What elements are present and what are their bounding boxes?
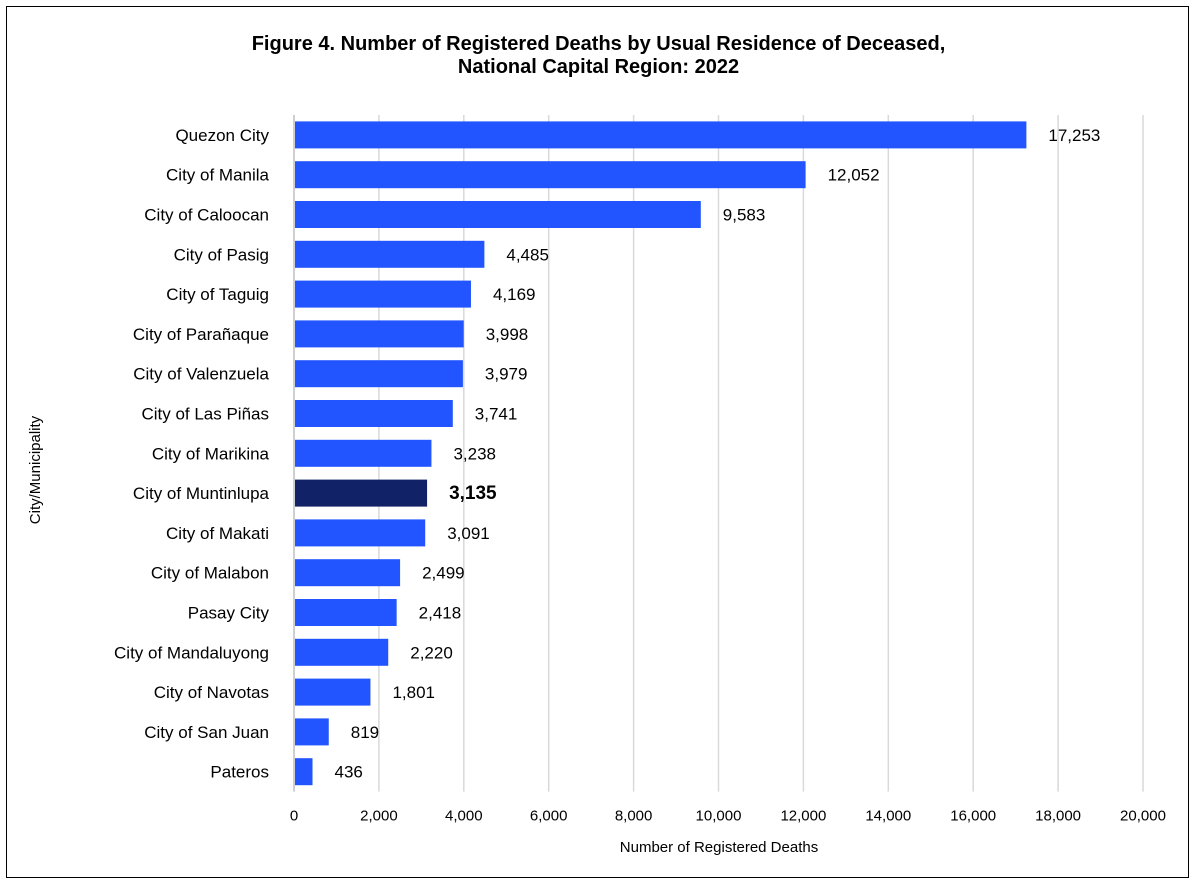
data-label: 2,220 <box>410 643 453 662</box>
category-labels: Quezon City City of Manila City of Calooca… <box>114 126 270 782</box>
x-tick-label: 14,000 <box>865 808 911 825</box>
data-label: 3,091 <box>447 524 490 543</box>
category-label: City of Muntinlupa <box>133 484 270 503</box>
y-axis-title: City/Municipality <box>27 415 44 524</box>
chart-title-line-1: Figure 4. Number of Registered Deaths by… <box>251 33 946 55</box>
x-tick-label: 18,000 <box>1035 808 1081 825</box>
data-label: 4,485 <box>506 245 549 264</box>
x-tick-label: 16,000 <box>950 808 996 825</box>
category-label: City of Marikina <box>152 444 270 463</box>
bar <box>295 678 371 706</box>
data-labels: 17,253 12,052 9,583 4,485 4,169 3,998 3,979 3,7… <box>335 126 1101 782</box>
x-tick-label: 4,000 <box>445 808 483 825</box>
category-label: City of Parañaque <box>133 325 269 344</box>
bar <box>295 280 471 308</box>
bars <box>295 121 1027 786</box>
category-label: City of Valenzuela <box>133 365 269 384</box>
data-label: 2,499 <box>422 564 465 583</box>
x-tick-label: 8,000 <box>615 808 653 825</box>
data-label: 3,741 <box>475 405 518 424</box>
category-label: City of Pasig <box>174 245 269 264</box>
bar <box>295 161 806 189</box>
gridlines <box>293 115 1144 792</box>
data-label: 4,169 <box>493 285 536 304</box>
chart-title-line-2: National Capital Region: 2022 <box>457 56 740 78</box>
x-tick-label: 6,000 <box>530 808 568 825</box>
category-label: City of Manila <box>166 166 270 185</box>
bar <box>295 320 464 348</box>
bar <box>295 400 453 427</box>
x-axis-title: Number of Registered Deaths <box>620 839 818 856</box>
data-label: 3,135 <box>449 483 497 504</box>
data-label: 3,979 <box>485 365 528 384</box>
bar <box>295 121 1027 149</box>
category-label: City of Malabon <box>151 564 269 583</box>
category-label: Pateros <box>210 763 269 782</box>
x-tick-label: 12,000 <box>780 808 826 825</box>
x-tick-label: 2,000 <box>360 808 398 825</box>
bar <box>295 479 428 507</box>
bar <box>295 360 463 388</box>
data-label: 436 <box>335 763 363 782</box>
data-label: 3,998 <box>486 325 529 344</box>
bar <box>295 599 397 626</box>
bar <box>295 240 485 268</box>
data-label: 12,052 <box>828 166 880 185</box>
category-label: City of San Juan <box>144 723 269 742</box>
bar <box>295 559 401 587</box>
chart-frame <box>6 6 1189 878</box>
bar <box>295 638 389 666</box>
data-label: 819 <box>351 723 379 742</box>
bar <box>295 519 426 547</box>
category-label: City of Makati <box>166 524 269 543</box>
category-label: City of Navotas <box>154 683 269 702</box>
category-label: Pasay City <box>188 604 270 623</box>
x-tick-label: 10,000 <box>696 808 742 825</box>
data-label: 2,418 <box>419 604 462 623</box>
category-label: City of Caloocan <box>144 206 269 225</box>
data-label: 17,253 <box>1048 126 1100 145</box>
chart-title: Figure 4. Number of Registered Deaths by… <box>0 33 1197 79</box>
x-tick-labels: 0 2,000 4,000 6,000 8,000 10,000 12,000 14,000 1… <box>290 808 1166 825</box>
x-tick-label: 0 <box>290 808 298 825</box>
bar <box>295 201 701 228</box>
bar <box>295 718 329 746</box>
data-label: 9,583 <box>723 206 766 225</box>
data-label: 3,238 <box>453 444 496 463</box>
data-label: 1,801 <box>392 683 435 702</box>
category-label: City of Taguig <box>166 285 269 304</box>
x-tick-label: 20,000 <box>1120 808 1166 825</box>
category-label: City of Las Piñas <box>141 405 269 424</box>
category-label: City of Mandaluyong <box>114 643 269 662</box>
bar <box>295 439 432 467</box>
category-label: Quezon City <box>175 126 269 145</box>
bar <box>295 758 313 786</box>
